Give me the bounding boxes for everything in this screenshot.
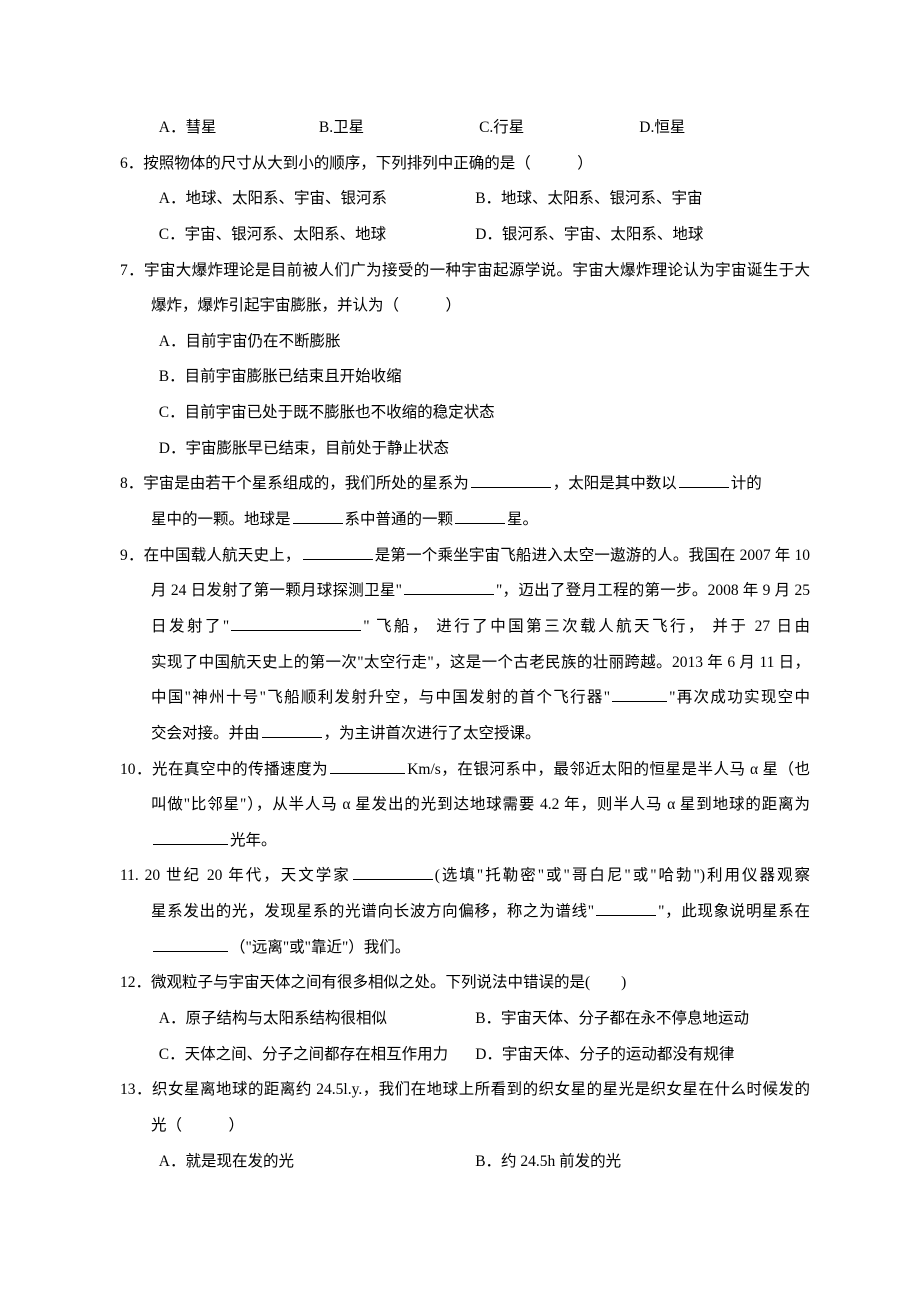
- q9-l1a: 9．在中国载人航天史上，: [120, 547, 301, 564]
- q9-l6a: 交会对接。并由: [151, 725, 260, 742]
- q7-stem-l1: 7．宇宙大爆炸理论是目前被人们广为接受的一种宇宙起源学说。宇宙大爆炸理论认为宇宙…: [120, 253, 810, 289]
- q5-opt-a: A．彗星: [159, 110, 315, 146]
- q11-l3: （"远离"或"靠近"）我们。: [230, 939, 410, 956]
- q11-l1a: 11. 20 世纪 20 年代，天文学家: [120, 867, 351, 884]
- q8-l1a: 8．宇宙是由若干个星系组成的，我们所处的星系为: [120, 475, 469, 492]
- blank: [404, 579, 494, 596]
- q6-opt-d: D．银河系、宇宙、太阳系、地球: [475, 217, 788, 253]
- q13-opt-b: B．约 24.5h 前发的光: [475, 1144, 788, 1180]
- blank: [153, 828, 228, 845]
- q9-line2: 月 24 日发射了第一颗月球探测卫星" "，迈出了登月工程的第一步。2008 年 …: [120, 573, 810, 609]
- q6-opt-c: C．宇宙、银河系、太阳系、地球: [159, 217, 472, 253]
- q11-l2a: 星系发出的光，发现星系的光谱向长波方向偏移，称之为谱线": [151, 903, 594, 920]
- q6-opt-a: A．地球、太阳系、宇宙、银河系: [159, 181, 472, 217]
- q9-l6b: ，为主讲首次进行了太空授课。: [324, 725, 541, 742]
- q8-line2: 星中的一颗。地球是 系中普通的一颗 星。: [120, 502, 810, 538]
- q12-opts-row2: C．天体之间、分子之间都存在相互作用力 D．宇宙天体、分子的运动都没有规律: [120, 1037, 810, 1073]
- q8-l1b: ，太阳是其中数以: [553, 475, 677, 492]
- q8-l2a: 星中的一颗。地球是: [151, 511, 291, 528]
- q7-opt-b: B．目前宇宙膨胀已结束且开始收缩: [120, 359, 810, 395]
- q10-l1a: 10．光在真空中的传播速度为: [120, 761, 328, 778]
- q10-line2: 叫做"比邻星"），从半人马 α 星发出的光到达地球需要 4.2 年，则半人马 α…: [120, 787, 810, 823]
- q7-opt-a: A．目前宇宙仍在不断膨胀: [120, 324, 810, 360]
- q9-l2a: 月 24 日发射了第一颗月球探测卫星": [151, 582, 402, 599]
- q11-line2: 星系发出的光，发现星系的光谱向长波方向偏移，称之为谱线" "，此现象说明星系在: [120, 894, 810, 930]
- q8-line1: 8．宇宙是由若干个星系组成的，我们所处的星系为 ，太阳是其中数以 计的: [120, 466, 810, 502]
- q9-l5b: "再次成功实现空中: [669, 689, 810, 706]
- blank: [612, 686, 667, 703]
- q8-l2c: 星。: [507, 511, 538, 528]
- q12-opts-row1: A．原子结构与太阳系结构很相似 B．宇宙天体、分子都在永不停息地运动: [120, 1001, 810, 1037]
- q9-line6: 交会对接。并由 ，为主讲首次进行了太空授课。: [120, 716, 810, 752]
- blank: [471, 472, 551, 489]
- q13-opt-a: A．就是现在发的光: [159, 1144, 472, 1180]
- q13-line2: 光（ ）: [120, 1108, 810, 1144]
- q11-l2b: "，此现象说明星系在: [658, 903, 810, 920]
- q13-opts-row: A．就是现在发的光 B．约 24.5h 前发的光: [120, 1144, 810, 1180]
- q6-opts-row2: C．宇宙、银河系、太阳系、地球 D．银河系、宇宙、太阳系、地球: [120, 217, 810, 253]
- blank: [153, 935, 228, 952]
- q5-opt-c: C.行星: [479, 110, 635, 146]
- q9-l2b: "，迈出了登月工程的第一步。2008 年 9 月 25: [496, 582, 810, 599]
- q10-line1: 10．光在真空中的传播速度为 Km/s，在银河系中，最邻近太阳的恒星是半人马 α …: [120, 752, 810, 788]
- q12-opt-a: A．原子结构与太阳系结构很相似: [159, 1001, 472, 1037]
- blank: [293, 508, 343, 525]
- q10-line3: 光年。: [120, 823, 810, 859]
- q8-l1c: 计的: [731, 475, 762, 492]
- q12-stem: 12．微观粒子与宇宙天体之间有很多相似之处。下列说法中错误的是( ): [120, 965, 810, 1001]
- blank: [353, 864, 433, 881]
- q9-line1: 9．在中国载人航天史上， 是第一个乘坐宇宙飞船进入太空一遨游的人。我国在 2007…: [120, 538, 810, 574]
- q11-line1: 11. 20 世纪 20 年代，天文学家 (选填"托勒密"或"哥白尼"或"哈勃")…: [120, 858, 810, 894]
- q9-l5a: 中国"神州十号"飞船顺利发射升空，与中国发射的首个飞行器": [151, 689, 610, 706]
- blank: [455, 508, 505, 525]
- blank: [262, 721, 322, 738]
- q5-opt-d: D.恒星: [639, 110, 795, 146]
- q9-l3a: 日发射了": [151, 618, 229, 635]
- q12-opt-d: D．宇宙天体、分子的运动都没有规律: [475, 1037, 788, 1073]
- q9-line5: 中国"神州十号"飞船顺利发射升空，与中国发射的首个飞行器" "再次成功实现空中: [120, 680, 810, 716]
- q10-l3: 光年。: [230, 832, 277, 849]
- q6-opts-row1: A．地球、太阳系、宇宙、银河系 B．地球、太阳系、银河系、宇宙: [120, 181, 810, 217]
- q9-l1b: 是第一个乘坐宇宙飞船进入太空一遨游的人。我国在 2007 年 10: [375, 547, 810, 564]
- q8-l2b: 系中普通的一颗: [345, 511, 454, 528]
- blank: [679, 472, 729, 489]
- q5-options: A．彗星 B.卫星 C.行星 D.恒星: [120, 110, 810, 146]
- q11-line3: （"远离"或"靠近"）我们。: [120, 930, 810, 966]
- q7-stem-l2: 爆炸，爆炸引起宇宙膨胀，并认为（ ）: [120, 288, 810, 324]
- q9-line4: 实现了中国航天史上的第一次"太空行走"，这是一个古老民族的壮丽跨越。2013 年…: [120, 645, 810, 681]
- q7-opt-d: D．宇宙膨胀早已结束，目前处于静止状态: [120, 431, 810, 467]
- blank: [330, 757, 405, 774]
- q7-opt-c: C．目前宇宙已处于既不膨胀也不收缩的稳定状态: [120, 395, 810, 431]
- blank: [596, 900, 656, 917]
- q9-l3b: " 飞船， 进行了中国第三次载人航天飞行， 并于 27 日由: [363, 618, 810, 635]
- q12-opt-c: C．天体之间、分子之间都存在相互作用力: [159, 1037, 472, 1073]
- q10-l1b: Km/s，在银河系中，最邻近太阳的恒星是半人马 α 星（也: [407, 761, 810, 778]
- q11-l1b: (选填"托勒密"或"哥白尼"或"哈勃")利用仪器观察: [435, 867, 810, 884]
- q6-opt-b: B．地球、太阳系、银河系、宇宙: [475, 181, 788, 217]
- blank: [231, 614, 361, 631]
- q5-opt-b: B.卫星: [319, 110, 475, 146]
- q9-line3: 日发射了" " 飞船， 进行了中国第三次载人航天飞行， 并于 27 日由: [120, 609, 810, 645]
- q6-stem: 6．按照物体的尺寸从大到小的顺序，下列排列中正确的是（ ）: [120, 146, 810, 182]
- q13-line1: 13．织女星离地球的距离约 24.5l.y.，我们在地球上所看到的织女星的星光是…: [120, 1072, 810, 1108]
- blank: [303, 543, 373, 560]
- q12-opt-b: B．宇宙天体、分子都在永不停息地运动: [475, 1001, 788, 1037]
